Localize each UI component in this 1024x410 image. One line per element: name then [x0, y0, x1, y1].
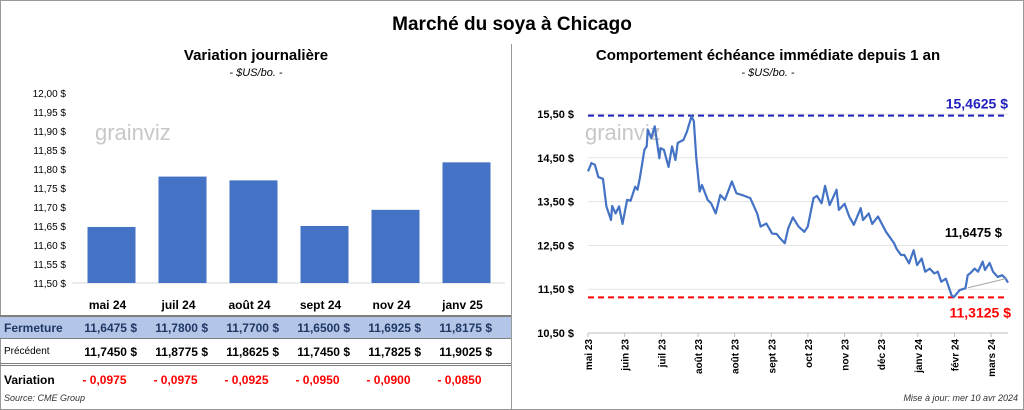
x-tick-label: mars 24	[987, 339, 998, 377]
variation-value: - 0,0975	[82, 373, 127, 387]
precedent-value: 11,8625 $	[226, 344, 279, 359]
bar	[87, 226, 136, 283]
source-note: Source: CME Group	[4, 393, 86, 403]
divider	[511, 44, 512, 410]
last-price-label: 11,6475 $	[945, 225, 1003, 240]
bar	[371, 209, 420, 283]
min-label: 11,3125 $	[949, 304, 1011, 320]
precedent-row: Précédent 11,7450 $ 11,8775 $ 11,8625 $ …	[0, 340, 511, 366]
y-tick-label: 11,70 $	[33, 203, 66, 214]
row-label: Précédent	[4, 346, 50, 357]
fermeture-value: 11,6475 $	[84, 320, 137, 335]
x-tick-label: mai 23	[584, 339, 595, 371]
x-tick-label: juil 23	[657, 339, 668, 369]
price-line	[586, 115, 1009, 299]
line-chart: grainviz 10,50 $11,50 $12,50 $13,50 $14,…	[537, 96, 1011, 377]
right-chart-subtitle: - $US/bo. -	[741, 67, 795, 79]
bar	[300, 226, 349, 283]
x-tick-label: févr 24	[951, 339, 962, 372]
variation-value: - 0,0850	[437, 373, 482, 387]
y-tick-label: 14,50 $	[537, 153, 574, 165]
right-chart-title: Comportement échéance immédiate depuis 1…	[595, 47, 941, 64]
grainviz-watermark: grainviz	[95, 120, 171, 145]
bar	[158, 176, 207, 283]
bar	[229, 180, 278, 283]
bar	[442, 162, 491, 283]
y-tick-label: 11,75 $	[33, 184, 66, 195]
precedent-value: 11,9025 $	[439, 344, 492, 359]
y-tick-label: 11,50 $	[538, 284, 574, 296]
y-tick-label: 11,95 $	[33, 108, 66, 119]
x-tick-label: déc 23	[877, 339, 888, 371]
fermeture-value: 11,7700 $	[226, 320, 279, 335]
page-title: Marché du soya à Chicago	[392, 14, 632, 35]
leader-line	[967, 278, 1007, 289]
max-label: 15,4625 $	[946, 96, 1008, 112]
month-header: mai 24	[88, 298, 127, 312]
x-tick-label: sept 23	[767, 339, 778, 374]
variation-value: - 0,0975	[153, 373, 198, 387]
fermeture-value: 11,7800 $	[155, 320, 208, 335]
precedent-value: 11,8775 $	[155, 344, 208, 359]
fermeture-value: 11,6925 $	[368, 320, 421, 335]
y-tick-label: 13,50 $	[537, 197, 574, 209]
fermeture-value: 11,6500 $	[297, 320, 350, 335]
month-header: août 24	[228, 298, 271, 312]
month-header: juil 24	[161, 298, 196, 312]
y-tick-label: 12,50 $	[537, 240, 574, 252]
fermeture-row: Fermeture 11,6475 $ 11,7800 $ 11,7700 $ …	[0, 315, 511, 339]
precedent-value: 11,7450 $	[297, 344, 350, 359]
month-header: nov 24	[372, 298, 411, 312]
update-note: Mise à jour: mer 10 avr 2024	[903, 393, 1018, 403]
variation-value: - 0,0950	[295, 373, 340, 387]
table-header-row: mai 24 juil 24 août 24 sept 24 nov 24 ja…	[0, 296, 511, 314]
y-tick-label: 11,60 $	[33, 241, 66, 252]
bar-chart: grainviz 11,50 $ 11,55 $ 11,60 $ 11,65 $ 11,…	[33, 89, 505, 290]
y-tick-label: 15,50 $	[537, 109, 574, 121]
month-header: janv 25	[442, 298, 483, 312]
month-header: sept 24	[299, 298, 342, 312]
left-chart-subtitle: - $US/bo. -	[229, 67, 283, 79]
x-tick-label: oct 23	[804, 339, 815, 368]
x-tick-label: janv 24	[914, 339, 925, 374]
y-tick-label: 11,90 $	[33, 127, 66, 138]
x-tick-label: août 23	[694, 339, 705, 374]
x-tick-label: nov 23	[841, 339, 852, 371]
precedent-value: 11,7825 $	[368, 344, 421, 359]
x-tick-label: août 23	[731, 339, 742, 374]
y-tick-label: 11,80 $	[33, 165, 66, 176]
fermeture-value: 11,8175 $	[439, 320, 492, 335]
y-tick-label: 12,00 $	[33, 89, 67, 100]
x-tick-label: juin 23	[621, 339, 632, 372]
y-tick-label: 11,65 $	[33, 222, 66, 233]
variation-value: - 0,0925	[224, 373, 269, 387]
left-chart-title: Variation journalière	[183, 47, 329, 64]
y-tick-label: 11,55 $	[33, 260, 66, 271]
variation-row: Variation - 0,0975 - 0,0975 - 0,0925 - 0…	[0, 369, 511, 391]
variation-value: - 0,0900	[366, 373, 411, 387]
row-label: Variation	[4, 373, 55, 387]
y-tick-label: 10,50 $	[537, 328, 574, 340]
y-tick-label: 11,85 $	[33, 146, 66, 157]
precedent-value: 11,7450 $	[84, 344, 137, 359]
row-label: Fermeture	[4, 320, 63, 335]
y-tick-label: 11,50 $	[33, 279, 66, 290]
